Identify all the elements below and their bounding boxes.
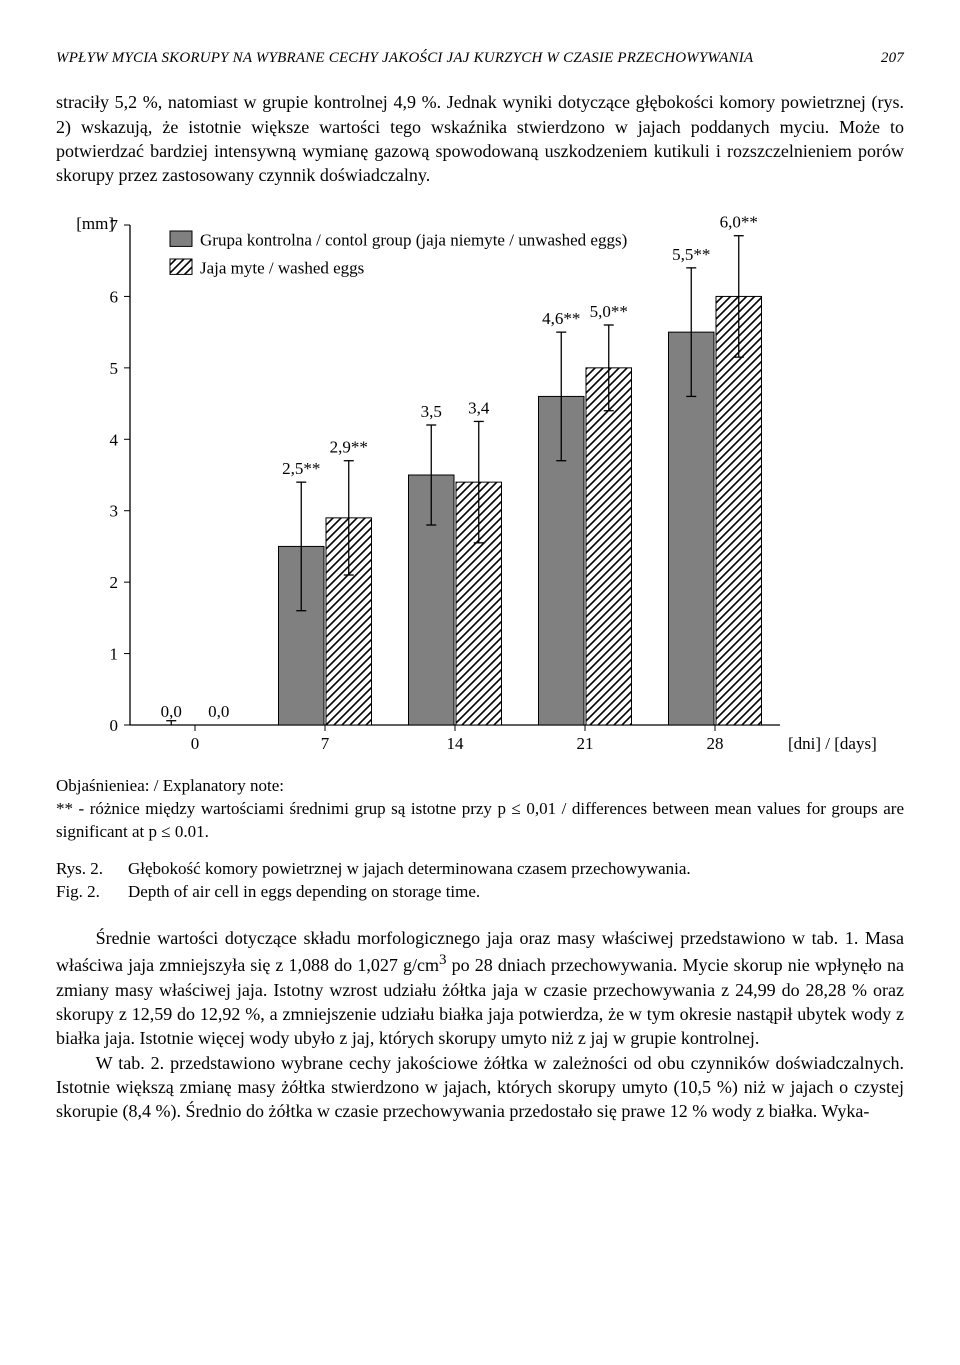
note-body: ** - różnice między wartościami średnimi… bbox=[56, 799, 904, 841]
figcap-rys-text: Głębokość komory powietrznej w jajach de… bbox=[128, 858, 691, 881]
para3: W tab. 2. przedstawiono wybrane cechy ja… bbox=[56, 1053, 904, 1122]
note-head: Objaśnieniea: / Explanatory note: bbox=[56, 776, 284, 795]
svg-text:5,0**: 5,0** bbox=[590, 302, 628, 321]
svg-text:0: 0 bbox=[110, 716, 119, 735]
paragraph-2: Średnie wartości dotyczące składu morfol… bbox=[56, 926, 904, 1123]
svg-text:6: 6 bbox=[110, 288, 119, 307]
svg-text:1: 1 bbox=[110, 645, 119, 664]
paragraph-1: straciły 5,2 %, natomiast w grupie kontr… bbox=[56, 90, 904, 187]
air-cell-depth-chart: 01234567[mm]00,00,072,5**2,9**143,53,421… bbox=[70, 205, 890, 765]
svg-text:3: 3 bbox=[110, 502, 119, 521]
svg-text:Jaja myte / washed eggs: Jaja myte / washed eggs bbox=[200, 259, 364, 278]
svg-text:28: 28 bbox=[707, 734, 724, 753]
explanatory-note: Objaśnieniea: / Explanatory note: ** - r… bbox=[56, 775, 904, 844]
svg-text:[mm]: [mm] bbox=[76, 214, 114, 233]
svg-text:2,9**: 2,9** bbox=[330, 438, 368, 457]
svg-text:7: 7 bbox=[321, 734, 330, 753]
svg-text:21: 21 bbox=[577, 734, 594, 753]
figure-caption: Rys. 2. Głębokość komory powietrznej w j… bbox=[56, 858, 904, 904]
svg-text:4,6**: 4,6** bbox=[542, 310, 580, 329]
page-number: 207 bbox=[881, 48, 904, 68]
svg-text:0,0: 0,0 bbox=[161, 702, 182, 721]
figcap-fig-text: Depth of air cell in eggs depending on s… bbox=[128, 881, 480, 904]
svg-text:5,5**: 5,5** bbox=[672, 245, 710, 264]
svg-text:4: 4 bbox=[110, 431, 119, 450]
svg-text:6,0**: 6,0** bbox=[720, 213, 758, 232]
running-title: WPŁYW MYCIA SKORUPY NA WYBRANE CECHY JAK… bbox=[56, 48, 753, 68]
svg-text:0,0: 0,0 bbox=[208, 702, 229, 721]
running-header: WPŁYW MYCIA SKORUPY NA WYBRANE CECHY JAK… bbox=[56, 48, 904, 68]
chart-svg: 01234567[mm]00,00,072,5**2,9**143,53,421… bbox=[70, 205, 890, 765]
figcap-rys-label: Rys. 2. bbox=[56, 858, 128, 881]
svg-text:0: 0 bbox=[191, 734, 200, 753]
svg-text:Grupa kontrolna / contol group: Grupa kontrolna / contol group (jaja nie… bbox=[200, 231, 627, 250]
para1-text: straciły 5,2 %, natomiast w grupie kontr… bbox=[56, 92, 904, 185]
svg-text:[dni] / [days]: [dni] / [days] bbox=[788, 734, 877, 753]
svg-text:5: 5 bbox=[110, 359, 119, 378]
svg-text:3,4: 3,4 bbox=[468, 399, 490, 418]
svg-text:2: 2 bbox=[110, 574, 119, 593]
svg-text:3,5: 3,5 bbox=[421, 402, 442, 421]
svg-text:2,5**: 2,5** bbox=[282, 460, 320, 479]
svg-text:14: 14 bbox=[447, 734, 465, 753]
figcap-fig-label: Fig. 2. bbox=[56, 881, 128, 904]
